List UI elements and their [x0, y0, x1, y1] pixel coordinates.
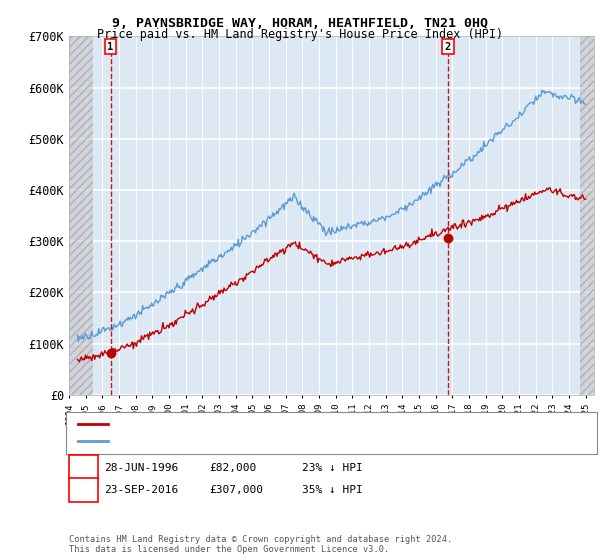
Text: £307,000: £307,000 [209, 485, 263, 495]
Text: 9, PAYNSBRIDGE WAY, HORAM, HEATHFIELD, TN21 0HQ (detached house): 9, PAYNSBRIDGE WAY, HORAM, HEATHFIELD, T… [113, 419, 489, 429]
Text: £82,000: £82,000 [209, 463, 256, 473]
Text: 9, PAYNSBRIDGE WAY, HORAM, HEATHFIELD, TN21 0HQ: 9, PAYNSBRIDGE WAY, HORAM, HEATHFIELD, T… [112, 17, 488, 30]
Text: HPI: Average price, detached house, Wealden: HPI: Average price, detached house, Weal… [113, 436, 365, 446]
Text: 23-SEP-2016: 23-SEP-2016 [104, 485, 178, 495]
Text: 28-JUN-1996: 28-JUN-1996 [104, 463, 178, 473]
Text: 35% ↓ HPI: 35% ↓ HPI [302, 485, 362, 495]
Text: 2: 2 [80, 485, 87, 495]
Text: Price paid vs. HM Land Registry's House Price Index (HPI): Price paid vs. HM Land Registry's House … [97, 28, 503, 41]
Text: 1: 1 [80, 463, 87, 473]
Bar [69, 36, 92, 395]
Text: 2: 2 [445, 42, 451, 52]
Text: 23% ↓ HPI: 23% ↓ HPI [302, 463, 362, 473]
Text: Contains HM Land Registry data © Crown copyright and database right 2024.
This d: Contains HM Land Registry data © Crown c… [69, 535, 452, 554]
Bar [580, 36, 594, 395]
Text: 1: 1 [107, 42, 113, 52]
